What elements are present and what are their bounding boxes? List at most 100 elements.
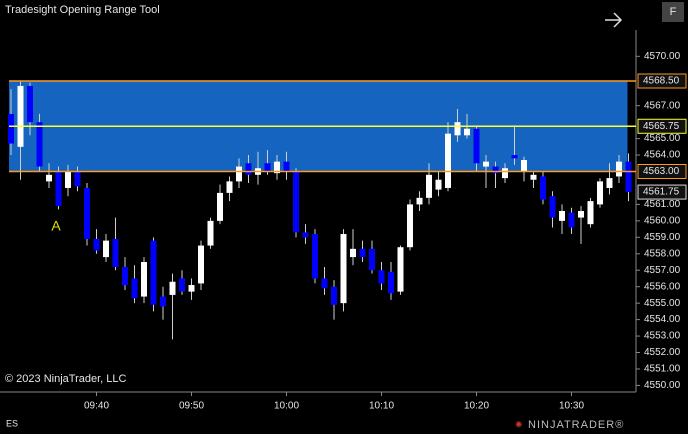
chart-title: Tradesight Opening Range Tool: [5, 4, 160, 16]
y-tick-label: 4551.00: [644, 364, 681, 375]
candle-body: [388, 271, 394, 294]
candle-body: [179, 278, 185, 292]
y-tick-label: 4565.00: [644, 133, 681, 144]
arrow-icon[interactable]: [605, 12, 623, 28]
candle-body: [407, 204, 413, 248]
copyright: © 2023 NinjaTrader, LLC: [5, 373, 126, 385]
candle-body: [521, 159, 527, 172]
y-tick-label: 4567.00: [644, 100, 681, 111]
y-tick-label: 4555.00: [644, 298, 681, 309]
candle-body: [511, 155, 518, 159]
candle-body: [217, 192, 223, 221]
or-mid-box: [637, 118, 687, 134]
candle-body: [160, 296, 166, 307]
y-tick-label: 4552.00: [644, 347, 681, 358]
candle-body: [55, 171, 62, 207]
candle-body: [625, 161, 632, 193]
y-tick-label: 4570.00: [644, 51, 681, 62]
candle-body: [321, 278, 328, 289]
y-tick-label: 4556.00: [644, 281, 681, 292]
candle-body: [378, 270, 385, 284]
candle-body: [226, 181, 233, 193]
candle-body: [454, 122, 461, 136]
candle-body: [445, 133, 451, 188]
candle-body: [587, 201, 594, 225]
candle-body: [150, 240, 157, 305]
candle-body: [93, 238, 100, 251]
candle-body: [141, 262, 147, 297]
candle-body: [540, 176, 546, 200]
candle-body: [331, 286, 337, 305]
candle-body: [65, 171, 71, 188]
candle-body: [245, 163, 252, 175]
candle-body: [350, 248, 356, 258]
x-tick-label: 10:00: [274, 401, 299, 412]
candle-body: [359, 248, 366, 258]
y-tick-label: 4553.00: [644, 331, 681, 342]
candle-body: [492, 166, 499, 174]
candle-body: [131, 278, 138, 299]
f-button-label[interactable]: F: [670, 6, 677, 18]
candle-body: [435, 179, 442, 190]
x-tick-label: 10:10: [369, 401, 394, 412]
candle-body: [578, 211, 584, 218]
candle-body: [36, 122, 43, 167]
candle-body: [616, 161, 622, 177]
candle-body: [530, 174, 537, 180]
candle-body: [8, 113, 14, 144]
candle-body: [236, 166, 242, 182]
instrument: ES: [6, 418, 18, 428]
or-low-label: 4563.00: [643, 166, 680, 177]
candle-body: [312, 234, 318, 279]
candle-body: [17, 85, 24, 147]
candle-body: [464, 128, 470, 136]
brand: NINJATRADER®: [528, 419, 624, 431]
candle-body: [112, 238, 119, 267]
or-mid-label: 4565.75: [643, 121, 680, 132]
last-price-box: [637, 184, 687, 200]
y-tick-label: 4560.00: [644, 216, 681, 227]
or-high-label: 4568.50: [643, 76, 680, 87]
x-tick-label: 10:20: [464, 401, 489, 412]
x-tick-label: 09:40: [84, 401, 109, 412]
candle-body: [597, 181, 603, 205]
candle-body: [264, 163, 271, 172]
candle-body: [549, 196, 556, 218]
candle-body: [568, 212, 575, 228]
y-tick-label: 4550.00: [644, 380, 681, 391]
candle-body: [274, 161, 280, 174]
candle-body: [198, 245, 204, 284]
candle-body: [169, 281, 176, 295]
x-tick-label: 10:30: [559, 401, 584, 412]
f-button[interactable]: [662, 2, 684, 22]
or-high-box: [637, 73, 687, 89]
candle-body: [397, 247, 404, 292]
or-low-box: [637, 164, 687, 180]
y-tick-label: 4561.00: [644, 199, 681, 210]
candle-body: [207, 220, 214, 246]
candle-body: [559, 211, 565, 221]
y-tick-label: 4557.00: [644, 265, 681, 276]
candle-body: [606, 178, 613, 188]
candle-body: [293, 171, 299, 233]
candle-body: [27, 85, 33, 123]
candle-body: [188, 285, 195, 292]
y-tick-label: 4564.00: [644, 150, 681, 161]
candle-body: [74, 171, 81, 187]
marker: A: [51, 218, 61, 234]
x-tick-label: 09:50: [179, 401, 204, 412]
candle-body: [340, 234, 347, 304]
last-price-label: 4561.75: [643, 187, 680, 198]
candle-body: [483, 161, 489, 167]
y-tick-label: 4558.00: [644, 248, 681, 259]
logo-icon: ✺: [515, 419, 523, 429]
candle-body: [416, 197, 423, 205]
candle-body: [46, 174, 52, 182]
y-tick-label: 4559.00: [644, 232, 681, 243]
candle-body: [426, 174, 432, 198]
candle-body: [302, 232, 309, 238]
candle-body: [473, 128, 480, 164]
candle-body: [502, 168, 508, 179]
